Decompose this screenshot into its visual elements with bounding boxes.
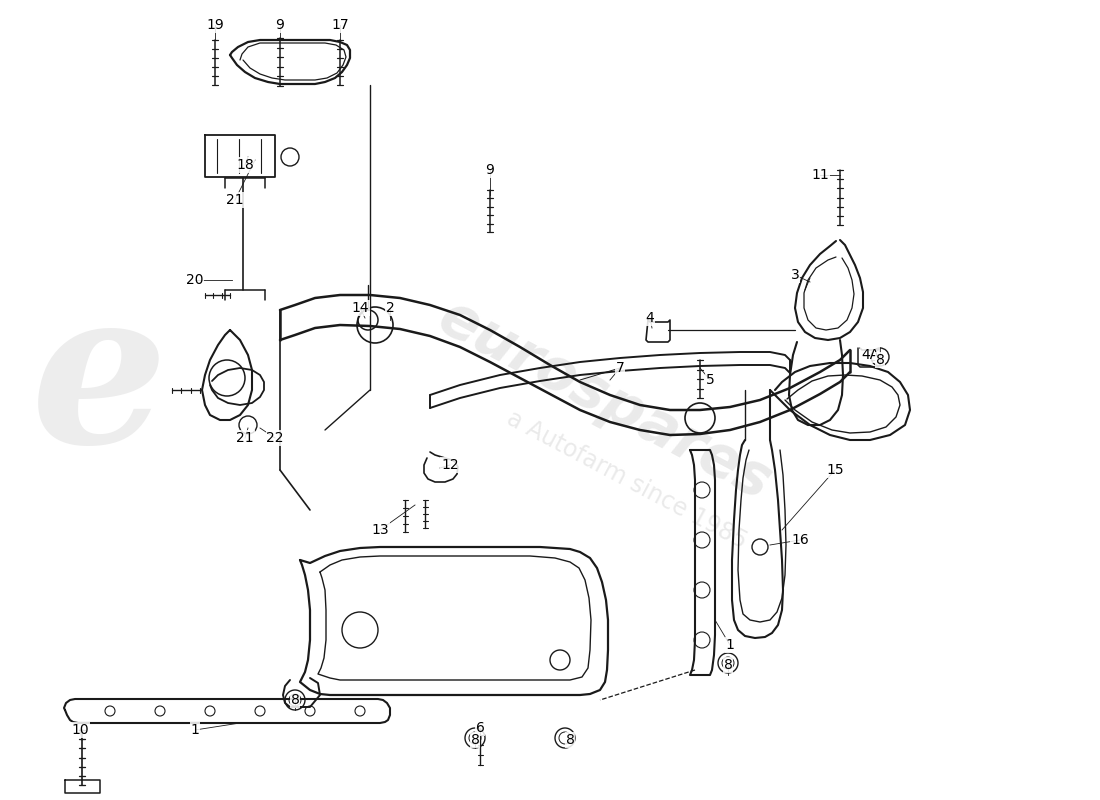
Text: e: e bbox=[31, 279, 167, 489]
Text: 3: 3 bbox=[791, 268, 800, 282]
Text: 17: 17 bbox=[331, 18, 349, 32]
Text: 11: 11 bbox=[811, 168, 829, 182]
Text: 8: 8 bbox=[290, 693, 299, 707]
Text: 20: 20 bbox=[186, 273, 204, 287]
Text: 9: 9 bbox=[276, 18, 285, 32]
Text: 4A: 4A bbox=[861, 348, 879, 362]
Text: 18: 18 bbox=[236, 158, 254, 172]
Text: 8: 8 bbox=[724, 658, 733, 672]
Text: 5: 5 bbox=[705, 373, 714, 387]
Text: 1: 1 bbox=[190, 723, 199, 737]
Text: 21: 21 bbox=[227, 193, 244, 207]
Text: 8: 8 bbox=[565, 733, 574, 747]
Text: 8: 8 bbox=[876, 353, 884, 367]
Text: 8: 8 bbox=[471, 733, 480, 747]
Text: 14: 14 bbox=[351, 301, 369, 315]
Text: 21: 21 bbox=[236, 431, 254, 445]
Text: 6: 6 bbox=[475, 721, 484, 735]
Text: a Autofarm since 1985: a Autofarm since 1985 bbox=[503, 406, 751, 554]
Text: 10: 10 bbox=[72, 723, 89, 737]
Text: 2: 2 bbox=[386, 301, 395, 315]
Text: 4: 4 bbox=[646, 311, 654, 325]
Text: 9: 9 bbox=[485, 163, 494, 177]
Text: 16: 16 bbox=[791, 533, 808, 547]
Text: 19: 19 bbox=[206, 18, 224, 32]
Text: 15: 15 bbox=[826, 463, 844, 477]
Text: eurospares: eurospares bbox=[429, 288, 781, 512]
Text: 7: 7 bbox=[616, 361, 625, 375]
Text: 1: 1 bbox=[726, 638, 735, 652]
Text: 12: 12 bbox=[441, 458, 459, 472]
Text: 22: 22 bbox=[266, 431, 284, 445]
Text: 13: 13 bbox=[371, 523, 388, 537]
